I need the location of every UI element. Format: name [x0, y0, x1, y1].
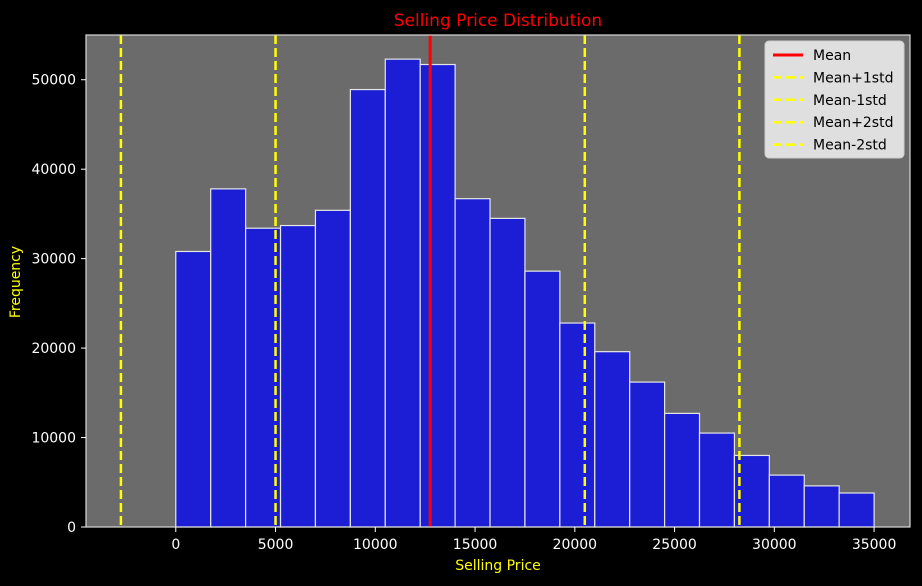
- histogram-bar: [629, 381, 666, 528]
- x-axis-label: Selling Price: [455, 558, 541, 574]
- y-tick-label: 40000: [31, 162, 76, 178]
- chart-title: Selling Price Distribution: [394, 11, 602, 31]
- histogram-bar: [838, 492, 875, 528]
- legend-label: Mean+2std: [813, 115, 893, 131]
- y-tick-label: 50000: [31, 73, 76, 89]
- x-tick-label: 15000: [453, 537, 498, 553]
- y-tick-label: 20000: [31, 341, 76, 357]
- legend: Mean Mean+1std Mean-1std Mean+2std Mean-2std: [764, 40, 905, 159]
- histogram-bar: [489, 217, 526, 528]
- histogram-bar: [349, 88, 386, 528]
- histogram-bar: [698, 432, 736, 528]
- x-tick-label: 0: [171, 537, 180, 553]
- x-axis: 0 5000 10000 15000 20000 25000 30000 35000: [171, 527, 896, 553]
- histogram-bar: [594, 351, 631, 528]
- x-tick-label: 35000: [852, 537, 897, 553]
- histogram-bars: [175, 58, 875, 528]
- legend-label: Mean+1std: [813, 70, 893, 86]
- legend-box: [764, 40, 905, 159]
- x-tick-label: 20000: [553, 537, 598, 553]
- y-axis: 0 10000 20000 30000 40000 50000: [31, 73, 86, 536]
- histogram-bar: [279, 224, 317, 528]
- y-tick-label: 0: [67, 520, 76, 536]
- histogram-bar: [419, 63, 456, 528]
- histogram-bar: [768, 474, 805, 528]
- histogram-bar: [454, 198, 491, 528]
- y-tick-label: 30000: [31, 252, 76, 268]
- histogram-bar: [210, 188, 247, 528]
- x-tick-label: 10000: [353, 537, 398, 553]
- plot-frame: [85, 34, 911, 528]
- reference-lines: [85, 34, 911, 528]
- y-tick-label: 10000: [31, 431, 76, 447]
- legend-label: Mean-2std: [813, 138, 887, 154]
- legend-label: Mean: [813, 48, 851, 64]
- histogram-bar: [803, 485, 840, 528]
- y-axis-label: Frequency: [8, 246, 24, 318]
- histogram-bar: [175, 250, 212, 528]
- legend-label: Mean-1std: [813, 93, 887, 109]
- histogram-bar: [384, 58, 421, 528]
- x-tick-label: 30000: [752, 537, 797, 553]
- histogram-bar: [524, 270, 561, 528]
- x-tick-label: 25000: [652, 537, 697, 553]
- x-tick-label: 5000: [258, 537, 294, 553]
- histogram-bar: [314, 209, 351, 528]
- histogram-bar: [663, 412, 701, 528]
- histogram-bar: [559, 322, 596, 528]
